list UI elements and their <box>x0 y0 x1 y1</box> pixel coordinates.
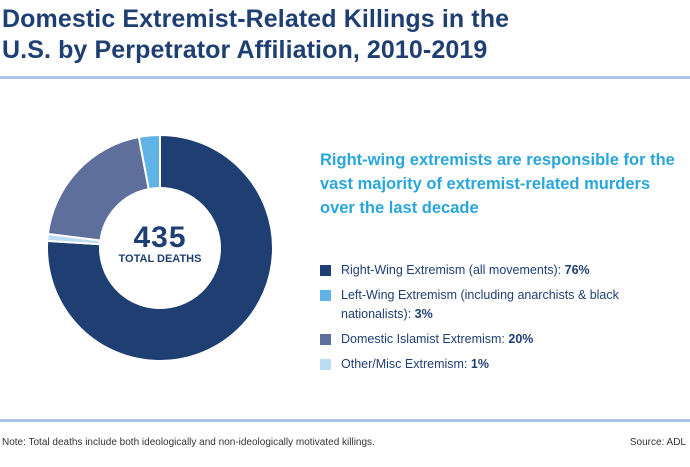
chart-title: Domestic Extremist-Related Killings in t… <box>2 4 682 66</box>
donut-slices <box>46 133 274 362</box>
legend-label: Domestic Islamist Extremism: <box>341 332 509 346</box>
legend-item: Domestic Islamist Extremism: 20% <box>320 330 680 349</box>
legend-item: Other/Misc Extremism: 1% <box>320 355 680 374</box>
legend-swatch <box>320 265 331 276</box>
top-divider <box>0 76 690 79</box>
donut-slice-2 <box>46 135 150 242</box>
legend-label: Other/Misc Extremism: <box>341 357 471 371</box>
chart-title-line-1: Domestic Extremist-Related Killings in t… <box>2 5 510 33</box>
legend-item: Right-Wing Extremism (all movements): 76… <box>320 261 680 280</box>
legend-swatch <box>320 334 331 345</box>
legend-percent: 76% <box>564 263 590 277</box>
donut-chart <box>46 133 274 362</box>
legend-percent: 3% <box>414 307 433 321</box>
bottom-divider <box>0 419 690 422</box>
footnote: Note: Total deaths include both ideologi… <box>2 437 375 448</box>
total-deaths-value: 435 <box>133 221 187 254</box>
source-credit: Source: ADL <box>629 437 686 448</box>
donut-slice-3 <box>137 133 161 191</box>
headline-text: Right-wing extremists are responsible fo… <box>320 151 675 217</box>
legend-swatch <box>320 359 331 370</box>
chart-title-line-2: U.S. by Perpetrator Affiliation, 2010-20… <box>2 36 488 64</box>
legend-label: Right-Wing Extremism (all movements): <box>341 263 565 277</box>
donut-slice-0 <box>46 133 274 362</box>
legend-label: Left-Wing Extremism (including anarchist… <box>341 288 619 321</box>
total-deaths-label: TOTAL DEATHS <box>118 253 202 265</box>
legend-item: Left-Wing Extremism (including anarchist… <box>320 286 680 324</box>
legend-swatch <box>320 290 331 301</box>
legend-percent: 20% <box>508 332 534 346</box>
legend-percent: 1% <box>470 357 489 371</box>
chart-legend: Right-Wing Extremism (all movements): 76… <box>320 261 680 380</box>
